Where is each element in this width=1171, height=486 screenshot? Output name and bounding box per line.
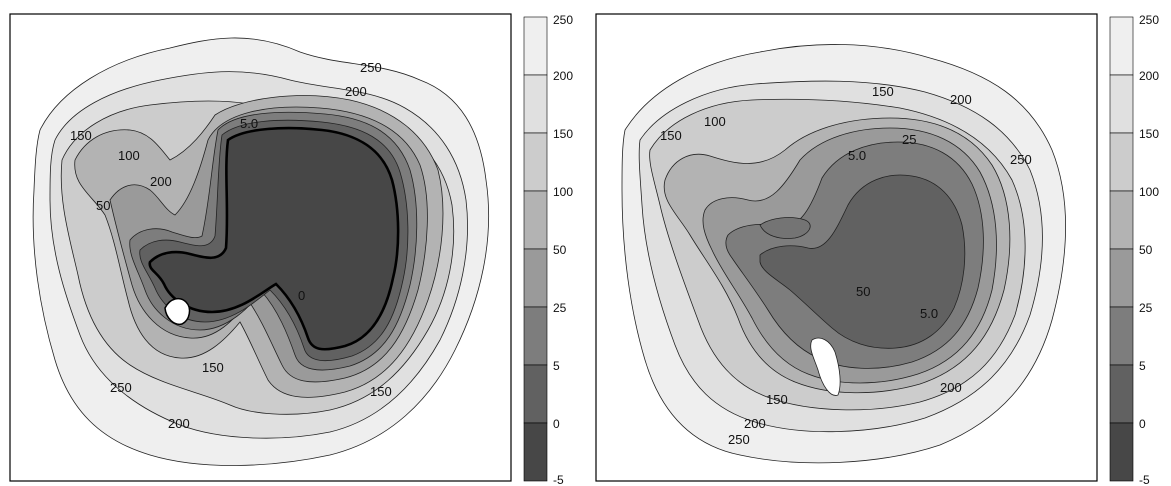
left-colorbar-band — [523, 16, 548, 76]
right-colorbar-tick-label: -5 — [1139, 473, 1150, 486]
left-colorbar-band — [523, 74, 548, 134]
right-colorbar-tick-label: 25 — [1139, 301, 1153, 315]
right-colorbar: 250 200 150 100 50 25 5 0 -5 — [1109, 13, 1159, 486]
right-colorbar-tick-label: 200 — [1139, 69, 1159, 83]
right-colorbar-tick-label: 100 — [1139, 185, 1159, 199]
left-colorbar-tick-label: 200 — [553, 69, 573, 83]
right-coastal-gap — [810, 337, 841, 396]
right-colorbar-tick-label: 150 — [1139, 127, 1159, 141]
left-contour-label: 5.0 — [240, 116, 258, 131]
left-colorbar-tick-label: 5 — [553, 359, 560, 373]
right-contour-label: 200 — [744, 416, 766, 431]
right-colorbar-bands — [1109, 16, 1134, 482]
left-map-panel: 200 250 200 150 100 50 5.0 0 150 250 200… — [9, 13, 512, 482]
left-colorbar-band — [523, 422, 548, 482]
left-colorbar-tick-label: 100 — [553, 185, 573, 199]
left-colorbar-tick-label: 150 — [553, 127, 573, 141]
right-contour-label: 150 — [766, 392, 788, 407]
left-contour-label: 150 — [202, 360, 224, 375]
left-contour-label: 150 — [70, 128, 92, 143]
right-contour-label: 50 — [856, 284, 870, 299]
left-colorbar-bands — [523, 16, 548, 482]
right-contour-label: 5.0 — [920, 306, 938, 321]
left-colorbar-tick-label: 250 — [553, 13, 573, 27]
left-colorbar-band — [523, 190, 548, 250]
right-colorbar-band — [1109, 422, 1134, 482]
left-contour-label: 200 — [345, 84, 367, 99]
left-colorbar-band — [523, 364, 548, 424]
left-colorbar-tick-label: 25 — [553, 301, 567, 315]
left-contour-label: 250 — [360, 60, 382, 75]
right-colorbar-tick-label: 5 — [1139, 359, 1146, 373]
right-contour-label: 200 — [950, 92, 972, 107]
right-contour-label: 250 — [1010, 152, 1032, 167]
right-colorbar-band — [1109, 16, 1134, 76]
right-colorbar-tick-label: 250 — [1139, 13, 1159, 27]
left-contour-label: 50 — [96, 198, 110, 213]
left-contour-label: 200 — [168, 416, 190, 431]
left-colorbar-band — [523, 132, 548, 192]
left-colorbar-tick-label: -5 — [553, 473, 564, 486]
right-colorbar-band — [1109, 132, 1134, 192]
left-region-below-0 — [148, 126, 400, 351]
left-contour-label: 250 — [110, 380, 132, 395]
left-colorbar-band — [523, 306, 548, 366]
right-contour-label: 5.0 — [848, 148, 866, 163]
right-region-0-5 — [759, 174, 966, 349]
right-contour-label: 250 — [728, 432, 750, 447]
left-contour-label: 100 — [118, 148, 140, 163]
right-contour-label: 150 — [660, 128, 682, 143]
right-colorbar-tick-label: 50 — [1139, 243, 1153, 257]
right-colorbar-band — [1109, 248, 1134, 308]
right-colorbar-band — [1109, 364, 1134, 424]
left-contour-label: 0 — [298, 288, 305, 303]
left-white-patch — [164, 297, 191, 326]
left-contour-label: 150 — [370, 384, 392, 399]
right-colorbar-tick-label: 0 — [1139, 417, 1146, 431]
left-colorbar-tick-label: 50 — [553, 243, 567, 257]
left-colorbar-band — [523, 248, 548, 308]
right-contour-label: 25 — [902, 132, 916, 147]
right-contour-label: 150 — [872, 84, 894, 99]
left-colorbar: 250 200 150 100 50 25 5 0 -5 — [523, 13, 573, 486]
right-pocket-dark — [759, 217, 811, 239]
right-contour-label: 200 — [940, 380, 962, 395]
right-colorbar-band — [1109, 306, 1134, 366]
right-colorbar-band — [1109, 190, 1134, 250]
left-contour-label: 200 — [150, 174, 172, 189]
right-map-panel: 150 100 150 200 250 25 5.0 5.0 150 200 2… — [595, 13, 1098, 482]
left-colorbar-tick-label: 0 — [553, 417, 560, 431]
right-colorbar-band — [1109, 74, 1134, 134]
right-contour-label: 100 — [704, 114, 726, 129]
